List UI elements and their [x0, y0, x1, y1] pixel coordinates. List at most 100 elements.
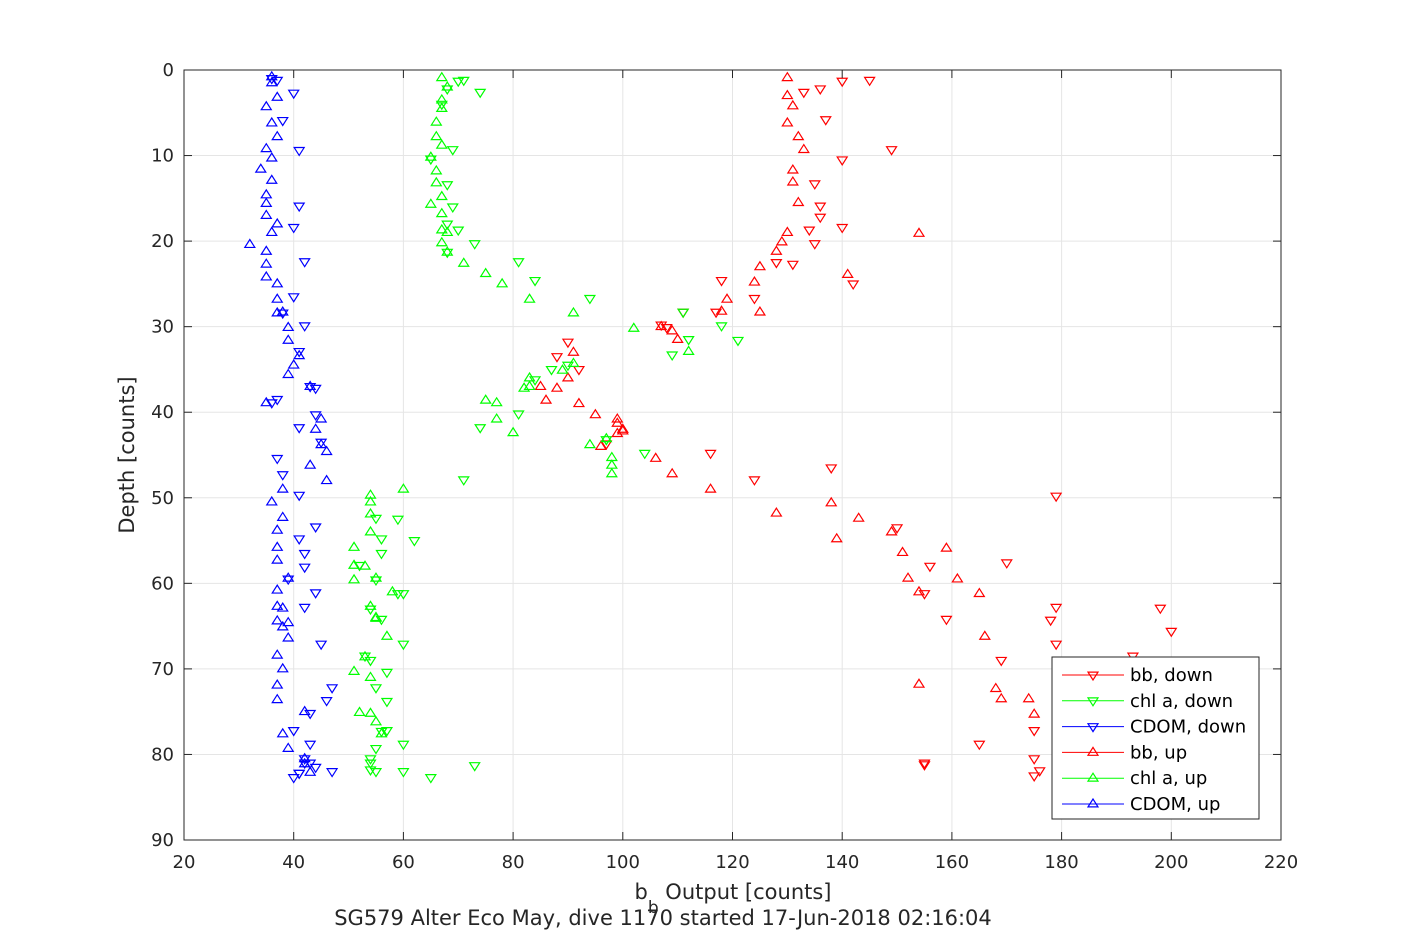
x-tick-label: 20 — [173, 852, 196, 873]
data-point — [298, 705, 311, 716]
data-point — [369, 768, 383, 778]
data-point — [287, 89, 300, 100]
x-tick-label: 140 — [825, 852, 859, 873]
data-point — [666, 467, 679, 478]
data-point — [452, 226, 465, 237]
data-point — [358, 650, 372, 661]
data-point — [364, 600, 377, 610]
data-point — [282, 321, 295, 332]
data-point — [682, 345, 695, 355]
data-point — [397, 590, 410, 600]
data-point — [276, 306, 289, 316]
data-point — [600, 432, 613, 443]
y-tick-label: 0 — [163, 60, 174, 81]
data-point — [1028, 772, 1041, 782]
data-point — [287, 223, 300, 234]
data-point — [1000, 559, 1013, 569]
data-point — [271, 76, 284, 87]
data-point — [271, 524, 284, 534]
data-point — [709, 308, 723, 319]
data-point — [1165, 627, 1178, 638]
data-point — [912, 227, 926, 237]
x-tick-label: 220 — [1264, 852, 1298, 873]
data-point — [243, 238, 256, 249]
data-point — [731, 336, 745, 347]
data-point — [490, 412, 503, 423]
data-point — [282, 572, 295, 582]
data-point — [468, 762, 481, 772]
data-point — [298, 755, 311, 765]
legend-label: CDOM, down — [1130, 717, 1246, 738]
data-point — [825, 464, 838, 474]
data-point — [369, 572, 383, 582]
data-point — [666, 351, 679, 362]
y-axis-label: Depth [counts] — [115, 376, 139, 533]
data-point — [309, 411, 322, 421]
data-point — [1033, 767, 1046, 777]
data-point — [293, 349, 306, 360]
data-point — [282, 334, 295, 344]
data-point — [479, 394, 492, 404]
data-point — [704, 483, 717, 493]
data-point — [567, 357, 580, 367]
data-point — [435, 100, 448, 111]
data-point — [457, 76, 470, 87]
series-cdom-down — [265, 75, 339, 784]
data-point — [430, 164, 443, 175]
data-point — [638, 449, 651, 460]
data-point — [435, 236, 448, 247]
data-point — [819, 116, 832, 126]
data-point — [430, 130, 443, 141]
data-point — [923, 562, 937, 573]
data-point — [534, 380, 547, 391]
series-bb-up — [534, 71, 1041, 718]
legend-marker — [1086, 797, 1100, 808]
data-point — [825, 496, 838, 507]
data-point — [561, 338, 575, 349]
data-point — [589, 408, 602, 419]
x-tick-labels: 20 40 60 80 100 120 140 160 180 200 220 — [173, 852, 1299, 873]
data-point — [369, 684, 383, 694]
data-point — [583, 294, 596, 305]
data-point — [677, 308, 690, 319]
data-point — [293, 202, 306, 213]
data-point — [293, 769, 306, 780]
data-point — [271, 293, 284, 303]
data-point — [276, 511, 289, 521]
data-point — [435, 207, 448, 218]
data-point — [836, 77, 849, 88]
data-point — [298, 759, 311, 770]
data-point — [748, 276, 761, 286]
data-point — [326, 684, 339, 694]
data-point — [364, 507, 377, 518]
x-tick-label: 180 — [1044, 852, 1078, 873]
data-point — [441, 80, 454, 91]
data-point — [326, 768, 339, 778]
data-point — [583, 438, 596, 449]
data-point — [786, 163, 799, 174]
data-point — [523, 293, 536, 303]
data-point — [304, 740, 317, 751]
data-point — [797, 143, 810, 154]
data-point — [369, 611, 383, 622]
data-point — [973, 740, 986, 751]
data-point — [276, 116, 289, 127]
data-point — [655, 320, 668, 331]
data-point — [435, 190, 448, 201]
data-point — [457, 476, 470, 486]
data-point — [271, 614, 284, 625]
data-point — [786, 260, 799, 271]
data-points — [243, 70, 1178, 784]
x-tick-label: 100 — [606, 852, 640, 873]
x-axis-label-subscript: b — [648, 898, 659, 918]
data-point — [830, 532, 843, 543]
data-point — [380, 630, 394, 640]
data-point — [490, 396, 503, 407]
data-point — [1022, 692, 1035, 703]
data-point — [271, 217, 284, 228]
data-point — [918, 759, 931, 770]
data-point — [435, 102, 448, 113]
data-point — [397, 640, 410, 651]
data-point — [265, 399, 278, 409]
data-point — [380, 726, 394, 737]
